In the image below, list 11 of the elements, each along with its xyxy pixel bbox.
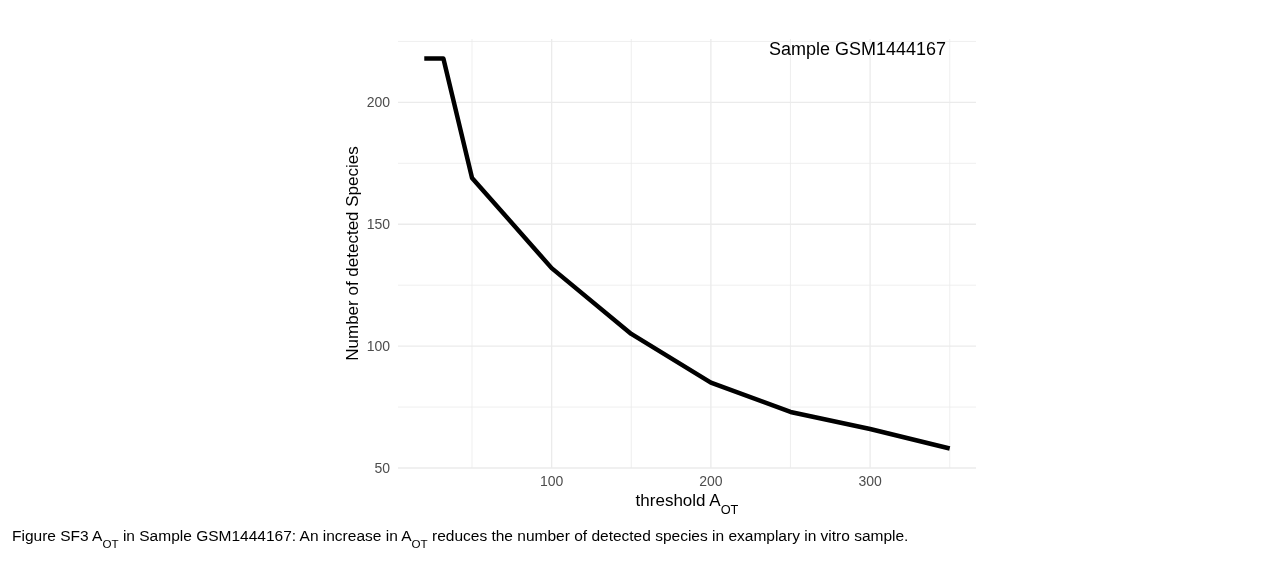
x-tick-label: 200 [699,473,723,489]
x-tick-label: 300 [858,473,883,489]
y-tick-label: 100 [366,338,391,355]
y-tick-label: 50 [374,459,391,476]
x-axis-title: threshold A$_{OT}$ [635,491,739,517]
y-tick-label: 200 [366,94,391,111]
y-axis-title: Number of detected Species [343,146,362,361]
y-tick-label: 150 [366,216,391,233]
text: Figure SF3 A$_{OT}$ in Sample GSM1444167: An increase in A$_{OT}$ reduces the number of detected species in examplary in vitro sample. [12,527,909,550]
x-tick-label: 100 [539,473,564,489]
annotation: Sample GSM1444167 [768,39,946,59]
